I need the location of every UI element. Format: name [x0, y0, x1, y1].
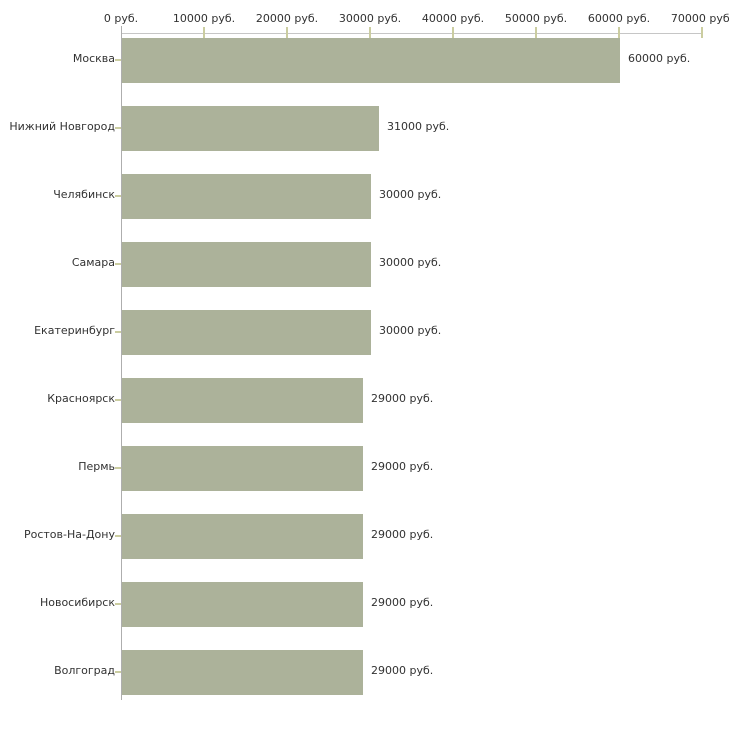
- category-label: Екатеринбург: [34, 324, 115, 337]
- category-tick: [115, 127, 121, 129]
- x-axis-tick: [618, 27, 620, 38]
- category-label: Волгоград: [54, 664, 115, 677]
- value-label: 31000 руб.: [387, 120, 450, 133]
- category-tick: [115, 331, 121, 333]
- value-label: 29000 руб.: [371, 528, 434, 541]
- x-axis-line: [121, 33, 703, 34]
- x-axis-tick-label: 10000 руб.: [172, 12, 236, 25]
- category-tick: [115, 195, 121, 197]
- x-axis-tick: [535, 27, 537, 38]
- x-axis-tick: [701, 27, 703, 38]
- x-axis-tick-label: 20000 руб.: [255, 12, 319, 25]
- category-tick: [115, 263, 121, 265]
- x-axis-tick-label: 70000 руб.: [670, 12, 730, 25]
- category-label: Нижний Новгород: [9, 120, 115, 133]
- x-axis-tick: [286, 27, 288, 38]
- bar: [122, 445, 363, 491]
- x-axis-tick: [452, 27, 454, 38]
- category-label: Новосибирск: [39, 596, 115, 609]
- value-label: 30000 руб.: [379, 324, 442, 337]
- bar: [122, 513, 363, 559]
- value-label: 30000 руб.: [379, 188, 442, 201]
- category-label: Самара: [71, 256, 115, 269]
- category-tick: [115, 671, 121, 673]
- value-label: 29000 руб.: [371, 392, 434, 405]
- bar: [122, 37, 620, 83]
- bar: [122, 173, 371, 219]
- category-tick: [115, 535, 121, 537]
- x-axis-tick-label: 40000 руб.: [421, 12, 485, 25]
- x-axis-tick-label: 60000 руб.: [587, 12, 651, 25]
- category-label: Ростов-На-Дону: [23, 528, 115, 541]
- category-tick: [115, 59, 121, 61]
- bar: [122, 377, 363, 423]
- category-label: Красноярск: [47, 392, 115, 405]
- value-label: 29000 руб.: [371, 596, 434, 609]
- bar: [122, 649, 363, 695]
- x-axis-tick-label: 50000 руб.: [504, 12, 568, 25]
- category-tick: [115, 603, 121, 605]
- value-label: 30000 руб.: [379, 256, 442, 269]
- bar: [122, 105, 379, 151]
- value-label: 29000 руб.: [371, 460, 434, 473]
- x-axis-tick-label: 30000 руб.: [338, 12, 402, 25]
- value-label: 60000 руб.: [628, 52, 691, 65]
- x-axis-tick: [369, 27, 371, 38]
- bar: [122, 309, 371, 355]
- category-label: Москва: [72, 52, 115, 65]
- category-tick: [115, 399, 121, 401]
- category-label: Пермь: [78, 460, 115, 473]
- x-axis-tick: [203, 27, 205, 38]
- category-label: Челябинск: [53, 188, 115, 201]
- category-tick: [115, 467, 121, 469]
- value-label: 29000 руб.: [371, 664, 434, 677]
- x-axis-tick-label: 0 руб.: [103, 12, 139, 25]
- bar: [122, 581, 363, 627]
- bar: [122, 241, 371, 287]
- y-axis-line: [121, 26, 122, 700]
